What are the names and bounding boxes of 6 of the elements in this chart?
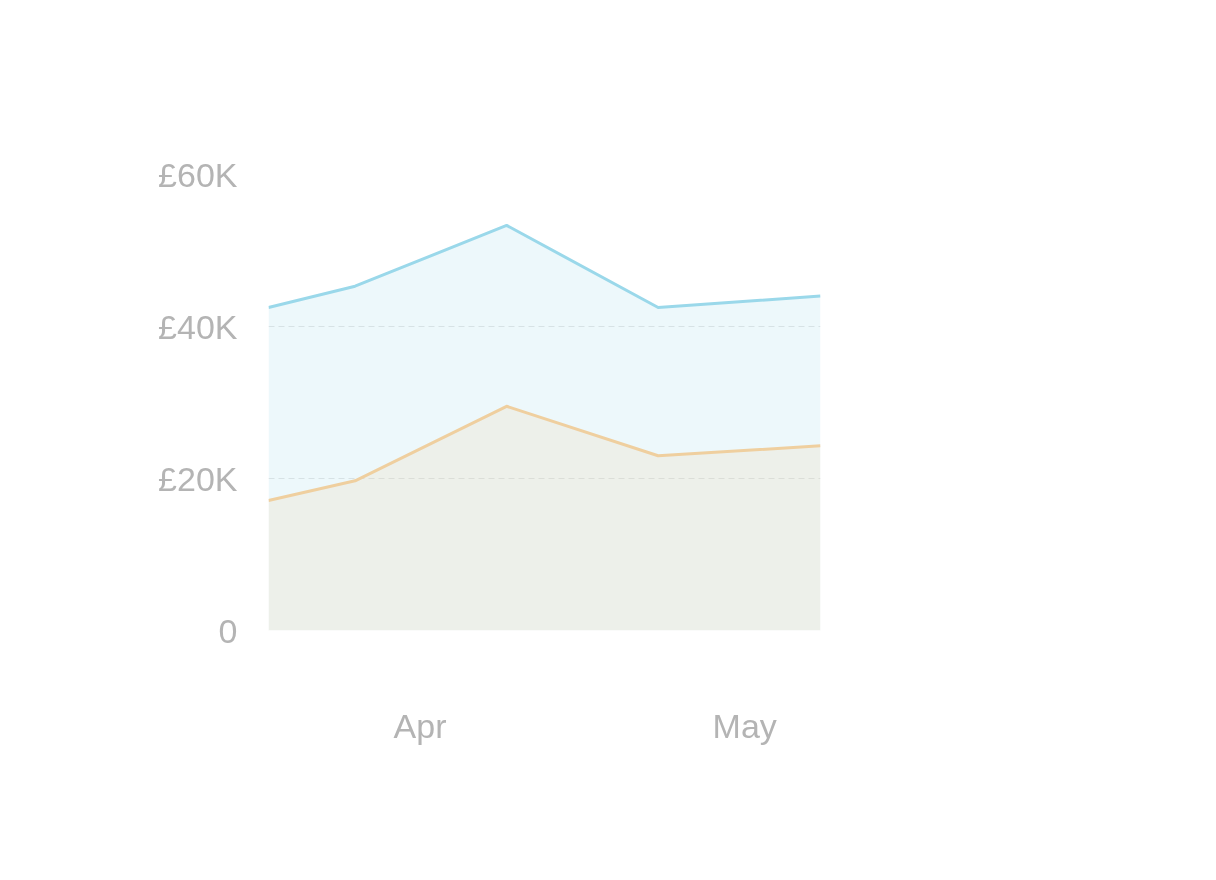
x-tick-label: May	[712, 706, 777, 745]
y-tick-label: 0	[218, 611, 238, 650]
y-tick-label: £60K	[158, 155, 238, 194]
y-tick-label: £20K	[158, 459, 238, 498]
x-tick-label: Apr	[393, 706, 447, 745]
y-tick-label: £40K	[158, 307, 238, 346]
